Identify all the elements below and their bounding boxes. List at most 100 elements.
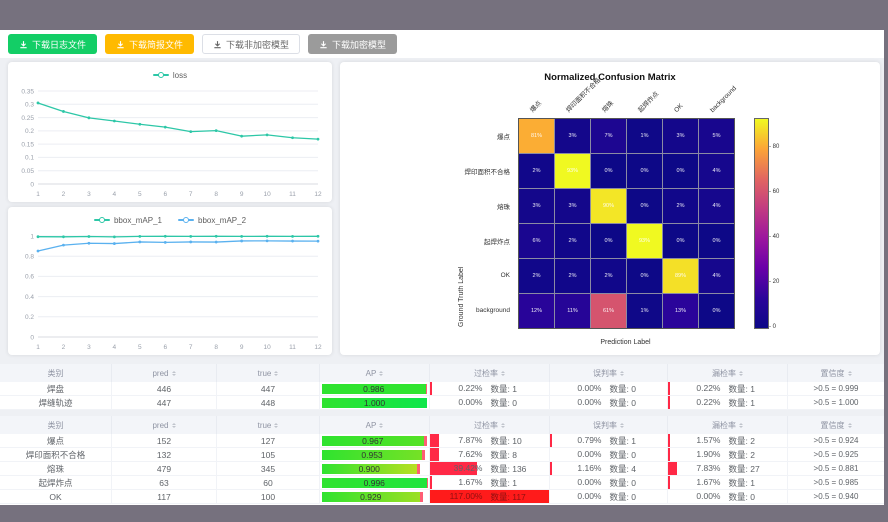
over-detect-cell: 117.00% 数量: 117	[430, 490, 550, 503]
ap-bar: 0.900	[322, 463, 417, 474]
cm-column-label: 熔珠	[601, 99, 616, 114]
rate-value: 7.83%	[696, 462, 721, 473]
svg-text:7: 7	[189, 344, 193, 351]
sort-caret-icon[interactable]	[620, 370, 624, 376]
column-header-8[interactable]: 置信度	[788, 364, 884, 382]
column-header-5[interactable]: 过检率	[430, 416, 550, 434]
sort-caret-icon[interactable]	[501, 422, 505, 428]
column-header-2[interactable]: pred	[112, 364, 217, 382]
column-header-label: true	[257, 420, 272, 430]
download-button-4[interactable]: 下载加密模型	[308, 34, 398, 54]
legend-label: bbox_mAP_1	[113, 215, 162, 225]
svg-text:12: 12	[314, 191, 322, 198]
toolbar: 下载日志文件 下载简报文件 下载非加密模型 下载加密模型	[0, 30, 884, 58]
rate-value: 0.00%	[577, 396, 602, 407]
sort-caret-icon[interactable]	[739, 370, 743, 376]
cm-row-label: 起焊炸点	[484, 238, 510, 246]
colorbar-tick-label: - 20	[769, 279, 780, 286]
sort-caret-icon[interactable]	[620, 422, 624, 428]
loss-chart: 00.050.10.150.20.250.30.351 2 3 4 5 6 7 8 9 10 11 1…	[21, 88, 322, 198]
sort-caret-icon[interactable]	[379, 370, 384, 376]
true-cell: 345	[217, 462, 320, 475]
ap-bar: 0.986	[322, 383, 426, 394]
download-button-1[interactable]: 下载日志文件	[8, 34, 98, 54]
count-value: 数量: 0	[609, 397, 636, 408]
sort-caret-icon[interactable]	[847, 370, 852, 376]
svg-text:0.35: 0.35	[21, 88, 34, 95]
svg-text:4: 4	[113, 344, 117, 351]
column-header-6[interactable]: 误判率	[550, 416, 668, 434]
column-header-label: AP	[365, 420, 377, 430]
count-value: 数量: 8	[490, 449, 517, 460]
column-header-label: pred	[152, 420, 169, 430]
column-header-2[interactable]: pred	[112, 416, 217, 434]
cm-cell: 90%	[591, 189, 626, 223]
misjudge-cell: 0.79% 数量: 1	[550, 434, 668, 447]
legend-item-bbox_mAP_2[interactable]: bbox_mAP_2	[178, 216, 246, 225]
misjudge-cell: 0.00% 数量: 0	[550, 382, 668, 395]
pred-cell: 152	[112, 434, 217, 447]
download-button-2[interactable]: 下载简报文件	[105, 34, 195, 54]
sort-caret-icon[interactable]	[274, 370, 279, 376]
colorbar	[754, 118, 769, 329]
rate-value: 0.22%	[696, 382, 721, 393]
svg-text:9: 9	[240, 191, 244, 198]
svg-text:0.3: 0.3	[25, 102, 34, 109]
ap-bar: 0.967	[322, 435, 424, 446]
class-name-cell: 焊印面积不合格	[0, 448, 112, 461]
cm-cell: 3%	[519, 189, 554, 223]
column-header-3[interactable]: true	[217, 364, 320, 382]
sort-caret-icon[interactable]	[274, 422, 279, 428]
svg-text:0.25: 0.25	[21, 115, 34, 122]
count-value: 数量: 0	[728, 491, 755, 502]
colorbar-tick-label: - 60	[769, 189, 780, 196]
download-button-label: 下载非加密模型	[226, 39, 290, 50]
svg-text:6: 6	[163, 344, 167, 351]
svg-text:10: 10	[263, 191, 271, 198]
download-button-3[interactable]: 下载非加密模型	[202, 34, 301, 54]
count-value: 数量: 1	[490, 383, 517, 394]
cm-row-label: background	[476, 307, 510, 314]
confidence-cell: >0.5 = 0.999	[813, 384, 859, 393]
true-cell: 448	[217, 396, 320, 409]
cm-row-label: 爆点	[497, 133, 510, 141]
column-header-7[interactable]: 漏检率	[668, 364, 788, 382]
sort-caret-icon[interactable]	[501, 370, 505, 376]
column-header-3[interactable]: true	[217, 416, 320, 434]
column-header-8[interactable]: 置信度	[788, 416, 884, 434]
table-row: 熔珠 479 345 0.900 39.42% 数量: 136 1.16% 数量: 4 7.83…	[0, 462, 884, 476]
over-detect-cell: 7.62% 数量: 8	[430, 448, 550, 461]
rate-bar	[430, 490, 549, 503]
column-header-4[interactable]: AP	[320, 364, 430, 382]
map-chart-legend: bbox_mAP_1 bbox_mAP_2	[8, 207, 332, 229]
cm-cell: 7%	[591, 119, 626, 153]
true-cell: 105	[217, 448, 320, 461]
rate-value: 0.00%	[696, 490, 721, 501]
column-header-4[interactable]: AP	[320, 416, 430, 434]
count-value: 数量: 0	[609, 491, 636, 502]
cm-cell: 0%	[627, 259, 662, 293]
count-value: 数量: 136	[490, 463, 527, 474]
count-value: 数量: 117	[490, 491, 526, 502]
rate-value: 1.67%	[458, 476, 483, 487]
rate-bar	[430, 476, 432, 489]
legend-item-loss[interactable]: loss	[152, 70, 188, 80]
ap-remainder-bar	[416, 463, 420, 474]
cm-cell: 3%	[555, 189, 590, 223]
cm-cell: 3%	[663, 119, 698, 153]
sort-caret-icon[interactable]	[171, 422, 176, 428]
sort-caret-icon[interactable]	[171, 370, 176, 376]
ap-bar: 0.953	[322, 449, 423, 460]
legend-item-bbox_mAP_1[interactable]: bbox_mAP_1	[93, 215, 162, 225]
column-header-5[interactable]: 过检率	[430, 364, 550, 382]
legend-label: loss	[172, 70, 188, 80]
miss-detect-cell: 0.00% 数量: 0	[668, 490, 788, 503]
svg-text:11: 11	[289, 344, 296, 351]
sort-caret-icon[interactable]	[379, 422, 384, 428]
count-value: 数量: 2	[728, 435, 755, 446]
column-header-6[interactable]: 误判率	[550, 364, 668, 382]
column-header-7[interactable]: 漏检率	[668, 416, 788, 434]
sort-caret-icon[interactable]	[739, 422, 743, 428]
svg-text:2: 2	[62, 191, 66, 198]
sort-caret-icon[interactable]	[847, 422, 852, 428]
